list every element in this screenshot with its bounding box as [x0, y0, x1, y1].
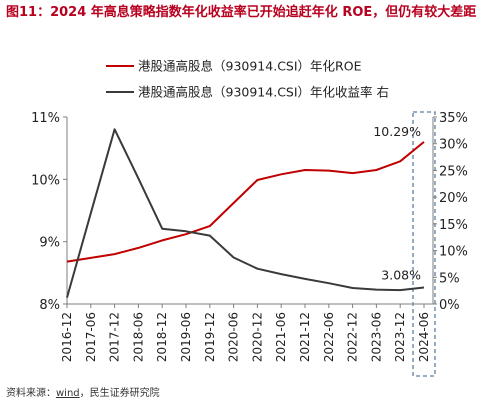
x-tick-label: 2020-06	[227, 312, 241, 362]
axes: 11% 10% 9% 8% 35% 30% 25% 20% 15% 10% 5% 0% 2016-12 2…	[31, 111, 468, 377]
x-tick-label: 2022-06	[322, 312, 336, 362]
x-tick-label: 2023-12	[393, 312, 407, 362]
x-tick-label: 2023-06	[369, 312, 383, 362]
series-line-return	[66, 128, 425, 298]
y-right-tick-label: 20%	[439, 191, 468, 206]
x-tick-label: 2016-12	[60, 312, 74, 362]
y-right-tick-label: 30%	[439, 138, 468, 153]
x-tick-label: 2022-12	[346, 312, 360, 362]
y-left-tick-label: 8%	[39, 298, 60, 313]
x-tick-label: 2018-06	[131, 312, 145, 362]
source-note: 资料来源：wind，民生证券研究院	[6, 384, 160, 399]
y-right-tick-label: 15%	[439, 218, 468, 233]
y-right-tick-label: 5%	[439, 271, 460, 286]
x-tick-label: 2021-06	[274, 312, 288, 362]
source-prefix: 资料来源：	[6, 388, 56, 399]
x-tick-label: 2021-12	[298, 312, 312, 362]
data-label-return: 3.08%	[381, 268, 421, 283]
y-right-tick-label: 35%	[439, 111, 468, 126]
x-tick-label: 2019-12	[203, 312, 217, 362]
legend: 港股通高股息（930914.CSI）年化ROE 港股通高股息（930914.CS…	[106, 59, 389, 100]
series-lines	[66, 128, 425, 298]
y-right-tick-label: 10%	[439, 245, 468, 260]
highlight-box	[412, 111, 436, 377]
x-tick-label: 2024-06	[417, 312, 431, 362]
x-tick-label: 2020-12	[250, 312, 264, 362]
chart-title: 图11：2024 年高息策略指数年化收益率已开始追赶年化 ROE，但仍有较大差距	[6, 5, 477, 20]
y-left-tick-label: 11%	[31, 111, 60, 126]
x-tick-label: 2018-12	[155, 312, 169, 362]
series-line-roe	[66, 141, 425, 263]
y-left-tick-label: 9%	[39, 236, 60, 251]
y-right-tick-label: 25%	[439, 164, 468, 179]
x-tick-label: 2017-12	[108, 312, 122, 362]
x-tick-label: 2017-06	[84, 312, 98, 362]
source-wind: wind	[56, 388, 80, 399]
legend-label-return: 港股通高股息（930914.CSI）年化收益率 右	[138, 85, 389, 100]
data-labels: 10.29% 3.08%	[373, 124, 421, 283]
legend-label-roe: 港股通高股息（930914.CSI）年化ROE	[138, 59, 362, 74]
data-label-roe: 10.29%	[373, 124, 421, 139]
x-tick-label: 2019-06	[179, 312, 193, 362]
source-suffix: ，民生证券研究院	[79, 388, 160, 399]
y-left-tick-label: 10%	[31, 173, 60, 188]
y-right-tick-label: 0%	[439, 298, 460, 313]
